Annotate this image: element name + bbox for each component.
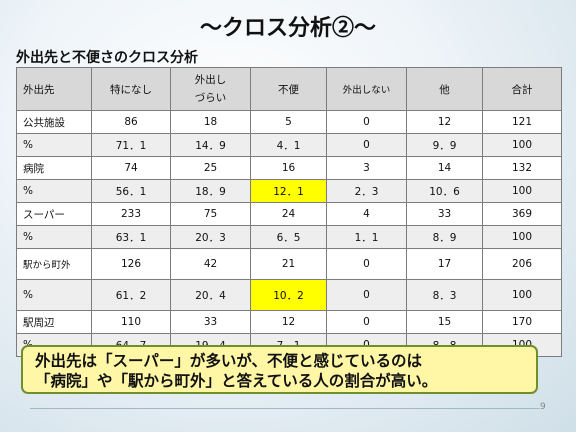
row-label: 公共施設 bbox=[16, 110, 92, 134]
cell: 24 bbox=[250, 202, 327, 226]
cell: 100 bbox=[482, 179, 562, 203]
cell: 4 bbox=[326, 202, 407, 226]
table-row: % 61．2 20．4 10．2 0 8．3 100 bbox=[16, 279, 562, 311]
cell: 0 bbox=[326, 279, 407, 311]
summary-line-1: 外出先は「スーパー」が多いが、不便と感じているのは bbox=[35, 352, 423, 370]
cell: 33 bbox=[170, 310, 251, 334]
slide-title: ～クロス分析②～ bbox=[199, 15, 376, 41]
row-label: % bbox=[16, 179, 92, 203]
header-inconvenient: 不便 bbox=[250, 67, 327, 111]
header-hard-to-go-out-line1: 外出し bbox=[194, 74, 227, 86]
cell: 14 bbox=[406, 156, 483, 180]
cell: 18 bbox=[170, 110, 251, 134]
cell: 75 bbox=[170, 202, 251, 226]
row-label: % bbox=[16, 225, 92, 249]
cell: 17 bbox=[406, 248, 483, 280]
row-label: スーパー bbox=[16, 202, 92, 226]
cell: 100 bbox=[482, 225, 562, 249]
page-number: 9 bbox=[540, 402, 546, 412]
cell: 0 bbox=[326, 310, 407, 334]
cell: 15 bbox=[406, 310, 483, 334]
highlighted-cell: 12．1 bbox=[250, 179, 327, 203]
table-row: 公共施設 86 18 5 0 12 121 bbox=[16, 110, 562, 134]
cell: 0 bbox=[326, 133, 407, 157]
table-row: % 63．1 20．3 6．5 1．1 8．9 100 bbox=[16, 225, 562, 249]
table-row: 駅周辺 110 33 12 0 15 170 bbox=[16, 310, 562, 334]
cell: 233 bbox=[91, 202, 171, 226]
table-row: % 56．1 18．9 12．1 2．3 10．6 100 bbox=[16, 179, 562, 203]
header-other: 他 bbox=[406, 67, 483, 111]
table-row: スーパー 233 75 24 4 33 369 bbox=[16, 202, 562, 226]
cell: 121 bbox=[482, 110, 562, 134]
cell: 16 bbox=[250, 156, 327, 180]
cell: 74 bbox=[91, 156, 171, 180]
cell: 10．6 bbox=[406, 179, 483, 203]
cell: 21 bbox=[250, 248, 327, 280]
cell: 12 bbox=[406, 110, 483, 134]
highlighted-cell: 10．2 bbox=[250, 279, 327, 311]
cell: 1．1 bbox=[326, 225, 407, 249]
header-dont-go-out: 外出しない bbox=[326, 67, 407, 111]
cell: 4．1 bbox=[250, 133, 327, 157]
cell: 0 bbox=[326, 110, 407, 134]
table-row: 病院 74 25 16 3 14 132 bbox=[16, 156, 562, 180]
cell: 3 bbox=[326, 156, 407, 180]
cell: 14．9 bbox=[170, 133, 251, 157]
header-total: 合計 bbox=[482, 67, 562, 111]
cell: 132 bbox=[482, 156, 562, 180]
summary-line-2: 「病院」や「駅から町外」と答えている人の割合が高い。 bbox=[35, 372, 438, 390]
cell: 6．5 bbox=[250, 225, 327, 249]
summary-callout: 外出先は「スーパー」が多いが、不便と感じているのは 「病院」や「駅から町外」と答… bbox=[21, 345, 538, 394]
cell: 2．3 bbox=[326, 179, 407, 203]
footer-divider bbox=[30, 408, 540, 409]
cell: 56．1 bbox=[91, 179, 171, 203]
cell: 20．4 bbox=[170, 279, 251, 311]
table-row: % 71．1 14．9 4．1 0 9．9 100 bbox=[16, 133, 562, 157]
cell: 42 bbox=[170, 248, 251, 280]
row-label: 病院 bbox=[16, 156, 92, 180]
row-label: % bbox=[16, 133, 92, 157]
cell: 8．9 bbox=[406, 225, 483, 249]
cell: 100 bbox=[482, 279, 562, 311]
header-hard-to-go-out: 外出し づらい bbox=[170, 67, 251, 111]
cell: 61．2 bbox=[91, 279, 171, 311]
cell: 63．1 bbox=[91, 225, 171, 249]
cell: 86 bbox=[91, 110, 171, 134]
cell: 25 bbox=[170, 156, 251, 180]
cell: 71．1 bbox=[91, 133, 171, 157]
cell: 33 bbox=[406, 202, 483, 226]
table-row: 駅から町外 126 42 21 0 17 206 bbox=[16, 248, 562, 280]
cell: 18．9 bbox=[170, 179, 251, 203]
header-destination: 外出先 bbox=[16, 67, 92, 111]
header-none: 特になし bbox=[91, 67, 171, 111]
cell: 5 bbox=[250, 110, 327, 134]
cell: 0 bbox=[326, 248, 407, 280]
header-hard-to-go-out-line2: づらい bbox=[194, 92, 227, 104]
cell: 206 bbox=[482, 248, 562, 280]
cell: 8．3 bbox=[406, 279, 483, 311]
cross-analysis-table: 外出先 特になし 外出し づらい 不便 外出しない 他 合計 公共施設 86 1… bbox=[16, 67, 562, 357]
table-header-row: 外出先 特になし 外出し づらい 不便 外出しない 他 合計 bbox=[16, 67, 562, 111]
table-subtitle: 外出先と不便さのクロス分析 bbox=[16, 50, 198, 66]
cell: 170 bbox=[482, 310, 562, 334]
cell: 20．3 bbox=[170, 225, 251, 249]
cell: 110 bbox=[91, 310, 171, 334]
cell: 9．9 bbox=[406, 133, 483, 157]
row-label: 駅周辺 bbox=[16, 310, 92, 334]
row-label: 駅から町外 bbox=[16, 248, 92, 280]
cell: 100 bbox=[482, 133, 562, 157]
cell: 12 bbox=[250, 310, 327, 334]
cell: 126 bbox=[91, 248, 171, 280]
cell: 369 bbox=[482, 202, 562, 226]
row-label: % bbox=[16, 279, 92, 311]
